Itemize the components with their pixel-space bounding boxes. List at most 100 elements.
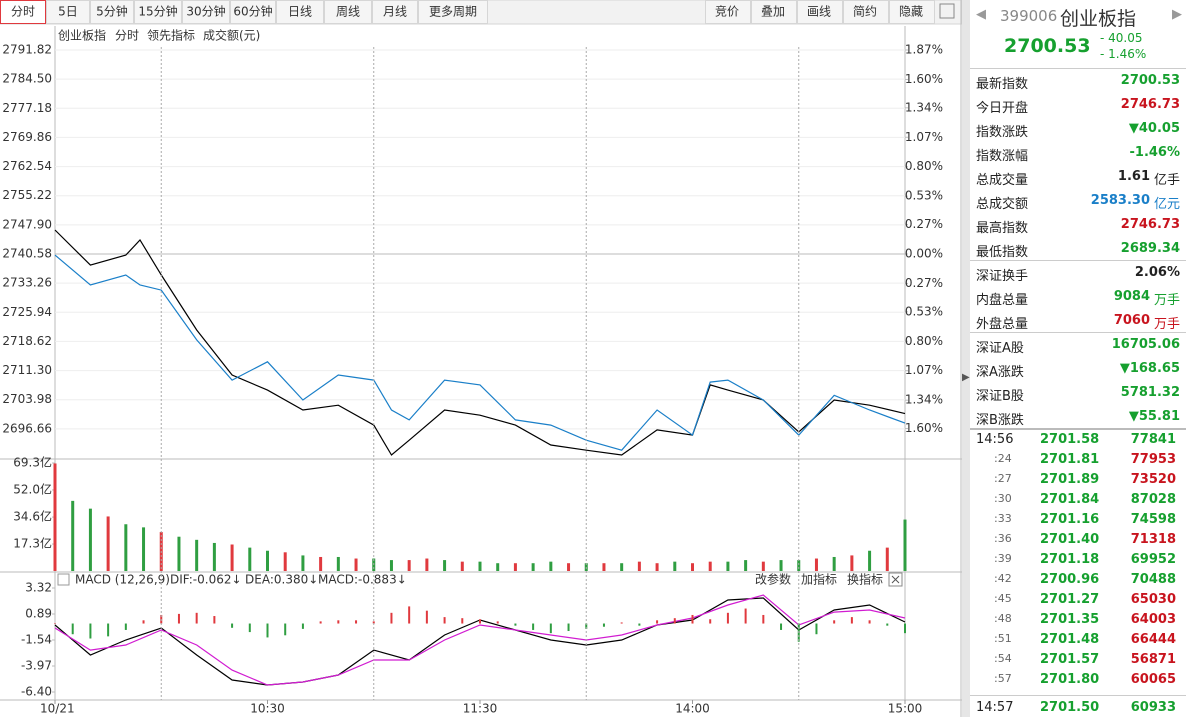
volume-bar <box>354 558 358 571</box>
indicator-readout: DEA:0.380↓ <box>245 573 318 587</box>
toolbar-button-label[interactable]: 分时 <box>11 5 35 19</box>
macd-bar <box>496 621 499 624</box>
volume-bar <box>195 539 199 571</box>
macd-bar <box>904 623 906 634</box>
toolbar-button[interactable] <box>372 0 418 24</box>
toolbar-button[interactable] <box>797 0 843 24</box>
indicator-button[interactable]: 换指标 <box>847 572 883 587</box>
next-arrow[interactable]: ▶ <box>1172 7 1182 22</box>
macd-bar <box>691 614 694 624</box>
volume-bar <box>797 560 801 571</box>
y-tick-label: -6.40 <box>21 685 52 699</box>
volume-bar <box>885 547 889 571</box>
macd-bar <box>266 623 269 638</box>
toolbar-button[interactable] <box>230 0 276 24</box>
volume-bar <box>708 561 712 571</box>
volume-bar <box>549 561 553 571</box>
indicator-button[interactable]: 加指标 <box>801 572 837 587</box>
toolbar-button[interactable] <box>324 0 372 24</box>
volume-bar <box>761 561 765 571</box>
y-tick-label: -3.97 <box>21 659 52 673</box>
macd-line <box>54 594 906 686</box>
y-tick-label: 2755.22 <box>2 188 52 202</box>
macd-bar <box>443 617 446 624</box>
toolbar-button-label[interactable]: 画线 <box>807 5 831 19</box>
y2-tick-label: 1.87% <box>905 43 943 57</box>
fullscreen-icon[interactable] <box>939 3 955 19</box>
indicator-close-x[interactable] <box>891 575 900 584</box>
collapse-strip <box>962 0 970 717</box>
stat-label: 深证B股 <box>976 389 1024 404</box>
toolbar-button-label[interactable]: 隐藏 <box>899 5 923 19</box>
tick-time: 14:56 <box>976 432 1014 447</box>
indicator-title: MACD (12,26,9) <box>75 573 170 587</box>
tick-price: 2701.84 <box>1040 492 1100 507</box>
tick-volume: 66444 <box>1130 632 1176 647</box>
y2-tick-label: 0.53% <box>905 304 943 318</box>
volume-bar <box>425 558 429 571</box>
volume-bar <box>602 563 606 571</box>
stat-label: 最低指数 <box>976 245 1029 260</box>
toolbar-button-label[interactable]: 更多周期 <box>429 5 477 19</box>
toolbar-button[interactable] <box>418 0 488 24</box>
stat-label: 深证A股 <box>976 341 1024 356</box>
stat-value: 16705.06 <box>1111 337 1180 352</box>
toolbar-button[interactable] <box>90 0 134 24</box>
toolbar-button-label[interactable]: 叠加 <box>761 5 785 19</box>
chart-title: 创业板指 <box>58 28 106 43</box>
volume-bar <box>88 508 92 571</box>
toolbar-button[interactable] <box>751 0 797 24</box>
stat-value: 2583.30 <box>1090 193 1150 208</box>
macd-bar <box>567 623 570 632</box>
macd-bar <box>886 623 889 626</box>
tick-time: :33 <box>994 512 1012 525</box>
macd-bar <box>514 623 517 626</box>
toolbar-button-label[interactable]: 15分钟 <box>138 4 177 19</box>
indicator-icon[interactable] <box>57 573 70 586</box>
volume-bar <box>567 563 571 571</box>
toolbar-button[interactable] <box>46 0 90 24</box>
macd-bar <box>461 618 464 624</box>
toolbar-button-label[interactable]: 简约 <box>853 4 877 19</box>
tick-volume: 73520 <box>1130 472 1176 487</box>
y2-tick-label: 0.53% <box>905 189 943 203</box>
toolbar-button-label[interactable]: 日线 <box>288 5 312 19</box>
price-change-pct: - 1.46% <box>1100 47 1147 61</box>
volume-bar <box>53 463 57 571</box>
y2-tick-label: 1.07% <box>905 130 943 144</box>
toolbar-button[interactable] <box>276 0 324 24</box>
toolbar-button-label[interactable]: 60分钟 <box>233 4 272 19</box>
x-tick-label: 14:00 <box>675 702 710 716</box>
stat-label: 内盘总量 <box>976 293 1029 308</box>
toolbar-button[interactable] <box>889 0 935 24</box>
tick-price: 2701.27 <box>1040 592 1100 607</box>
prev-arrow[interactable]: ◀ <box>976 7 986 22</box>
toolbar-button[interactable] <box>182 0 230 24</box>
tick-price: 2701.40 <box>1040 532 1100 547</box>
toolbar-button[interactable] <box>0 0 46 24</box>
tick-volume: 74598 <box>1130 512 1176 527</box>
tick-volume: 64003 <box>1130 612 1176 627</box>
toolbar-button-label[interactable]: 5日 <box>58 5 78 19</box>
toolbar-button[interactable] <box>843 0 889 24</box>
macd-bar <box>337 620 340 624</box>
x-tick-label: 10:30 <box>250 702 285 716</box>
toolbar-button-label[interactable]: 竞价 <box>715 5 739 19</box>
toolbar-button[interactable] <box>705 0 751 24</box>
macd-line <box>54 597 906 686</box>
stat-unit: 亿元 <box>1153 197 1180 212</box>
stat-label: 指数涨跌 <box>976 125 1029 140</box>
side-panel: ▶ ◀ ▶ 399006 创业板指 2700.53 - 40.05 - 1.46% 最新指数 27… <box>962 0 1186 717</box>
volume-bar <box>71 500 75 571</box>
toolbar-button-label[interactable]: 30分钟 <box>186 4 225 19</box>
toolbar-button-label[interactable]: 5分钟 <box>96 4 128 19</box>
macd-bar <box>319 621 322 624</box>
toolbar-button-label[interactable]: 月线 <box>383 5 407 19</box>
indicator-button[interactable]: 改参数 <box>755 572 791 587</box>
tick-time: :36 <box>994 532 1012 545</box>
toolbar-button[interactable] <box>134 0 182 24</box>
stat-label: 今日开盘 <box>976 101 1029 116</box>
toolbar-button-label[interactable]: 周线 <box>336 5 360 19</box>
macd-bar <box>833 620 836 624</box>
tick-volume: 65030 <box>1130 592 1176 607</box>
